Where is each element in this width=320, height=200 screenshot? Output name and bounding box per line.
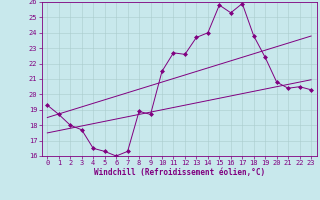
X-axis label: Windchill (Refroidissement éolien,°C): Windchill (Refroidissement éolien,°C) bbox=[94, 168, 265, 177]
